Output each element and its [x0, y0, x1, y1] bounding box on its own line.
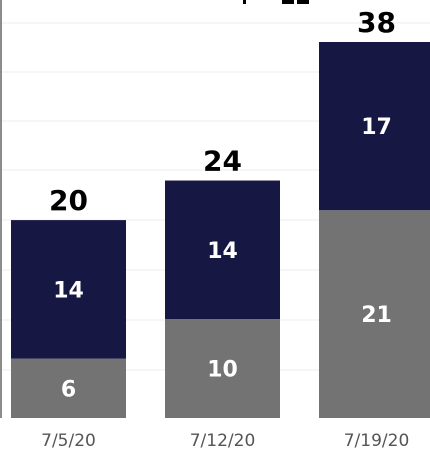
x-axis-ticks: 7/5/20 7/12/20 7/19/20	[41, 431, 409, 450]
x-tick-label: 7/12/20	[190, 431, 256, 450]
total-value-label: 20	[49, 184, 88, 217]
x-tick-label: 7/19/20	[344, 431, 410, 450]
segment-value-label: 17	[361, 115, 392, 140]
bar-segment-bottom	[165, 319, 280, 418]
segment-value-label: 6	[61, 377, 76, 402]
bars	[11, 42, 430, 418]
total-value-label: 24	[203, 145, 242, 178]
bar-segment-top	[165, 180, 280, 320]
segment-value-label: 21	[361, 303, 392, 328]
bar-segment-bottom	[11, 358, 126, 418]
bar-segment-top	[319, 42, 430, 211]
bar-segment-top	[11, 220, 126, 359]
segment-value-label: 14	[207, 239, 238, 264]
clipped-title-fragment	[243, 0, 309, 4]
bar-segment-bottom	[319, 210, 430, 418]
total-value-label: 38	[357, 6, 396, 39]
segment-value-label: 14	[53, 278, 84, 303]
data-labels: 6 14 20 10 14 24 21 17 38	[49, 6, 396, 402]
x-tick-label: 7/5/20	[41, 431, 96, 450]
segment-value-label: 10	[207, 358, 238, 383]
